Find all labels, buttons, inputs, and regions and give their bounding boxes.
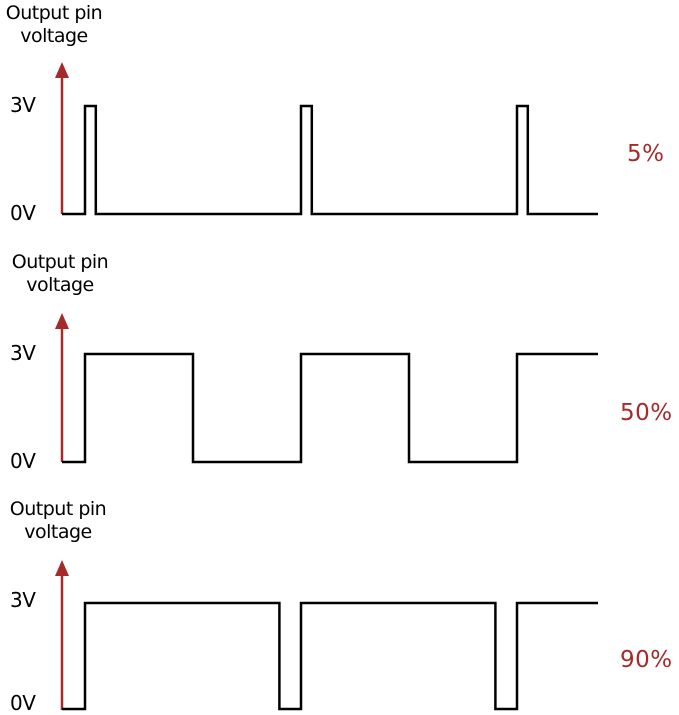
high-level-label: 3V <box>10 341 36 365</box>
pwm-waveform <box>62 601 598 711</box>
low-level-label: 0V <box>10 691 36 715</box>
y-axis-arrow <box>55 560 69 710</box>
duty-cycle-label: 90% <box>620 647 673 673</box>
pwm-panel-50: Output pin voltage 3V 0V 50% <box>0 247 679 477</box>
pwm-panel-5: Output pin voltage 3V 0V 5% <box>0 0 679 230</box>
waveform-svg <box>55 62 598 216</box>
low-level-label: 0V <box>10 449 36 473</box>
y-axis-label: Output pin voltage <box>0 251 120 297</box>
pwm-panel-90: Output pin voltage 3V 0V 90% <box>0 494 679 715</box>
y-axis-label-line2: voltage <box>20 25 88 47</box>
y-axis-arrow <box>55 62 69 214</box>
y-axis-label-line1: Output pin <box>9 498 107 520</box>
y-axis-label-line1: Output pin <box>5 2 103 24</box>
pwm-waveform <box>62 104 598 216</box>
high-level-label: 3V <box>10 588 36 612</box>
pwm-waveform <box>62 352 598 464</box>
duty-cycle-label: 50% <box>620 400 673 426</box>
y-axis-arrow <box>55 313 69 462</box>
y-axis-label-line2: voltage <box>26 274 94 296</box>
waveform-svg <box>55 313 598 464</box>
y-axis-label: Output pin voltage <box>0 498 118 544</box>
y-axis-label-line2: voltage <box>24 521 92 543</box>
high-level-label: 3V <box>10 93 36 117</box>
duty-cycle-label: 5% <box>627 141 665 167</box>
low-level-label: 0V <box>10 201 36 225</box>
y-axis-label: Output pin voltage <box>0 2 114 48</box>
y-axis-label-line1: Output pin <box>11 251 109 273</box>
waveform-svg <box>55 560 598 711</box>
